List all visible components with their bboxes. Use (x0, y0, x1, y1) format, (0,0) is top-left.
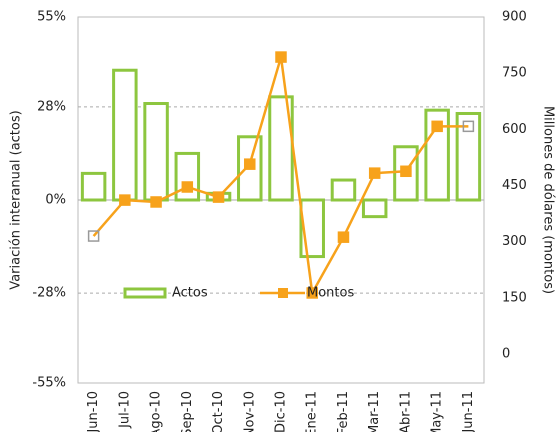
point (400, 165, 412, 178)
point (275, 51, 287, 63)
x-tick-label: Nov-10 (242, 391, 257, 432)
legend-swatch (123, 287, 167, 299)
bar (174, 151, 201, 202)
x-tick-label: Jun-11 (461, 391, 476, 432)
point (87, 230, 100, 242)
point (306, 287, 318, 299)
x-tick-label: Ene-11 (305, 391, 320, 432)
y-tick-label: -28% (32, 286, 66, 301)
y-tick-label: -55% (32, 376, 66, 391)
bar (143, 102, 169, 202)
legend-label: Montos (307, 286, 354, 301)
y2-axis-title: Millones de dólares (montos) (541, 106, 556, 294)
legend-swatch (278, 288, 288, 298)
point (368, 167, 381, 179)
x-tick-label: Jun-10 (86, 391, 101, 432)
point (431, 120, 443, 133)
legend-label: Actos (172, 286, 208, 301)
y2-tick-label: 450 (502, 178, 527, 193)
bar (330, 178, 357, 202)
x-tick-label: Jul-10 (117, 391, 132, 429)
y2-tick-label: 300 (502, 234, 527, 249)
x-tick-label: Ago-10 (149, 391, 164, 432)
bar (80, 171, 107, 202)
bar (361, 198, 388, 219)
x-tick-label: Abr-11 (398, 391, 413, 432)
y2-tick-label: 600 (502, 122, 527, 137)
x-tick-label: Feb-11 (336, 391, 351, 432)
x-tick-label: Dic-10 (274, 391, 289, 432)
y2-tick-label: 750 (502, 66, 527, 81)
point (212, 191, 225, 203)
y2-tick-label: 900 (502, 10, 527, 25)
point (150, 196, 162, 208)
y2-tick-label: 150 (502, 290, 527, 305)
bar (455, 111, 482, 202)
point (462, 120, 475, 133)
point (244, 158, 256, 170)
x-tick-label: Mar-11 (367, 391, 382, 432)
point (181, 181, 194, 193)
point (337, 231, 350, 243)
y-tick-label: 55% (37, 10, 66, 25)
point (119, 194, 131, 206)
x-tick-label: Sep-10 (180, 391, 195, 432)
y-axis-title: Variación interanual (actos) (9, 110, 24, 289)
y-tick-label: 28% (37, 99, 66, 114)
y-tick-label: 0% (45, 193, 66, 208)
bar (112, 68, 138, 202)
x-tick-label: Oct-10 (211, 391, 226, 432)
y2-tick-label: 0 (502, 347, 510, 362)
x-tick-label: May-11 (430, 391, 445, 432)
